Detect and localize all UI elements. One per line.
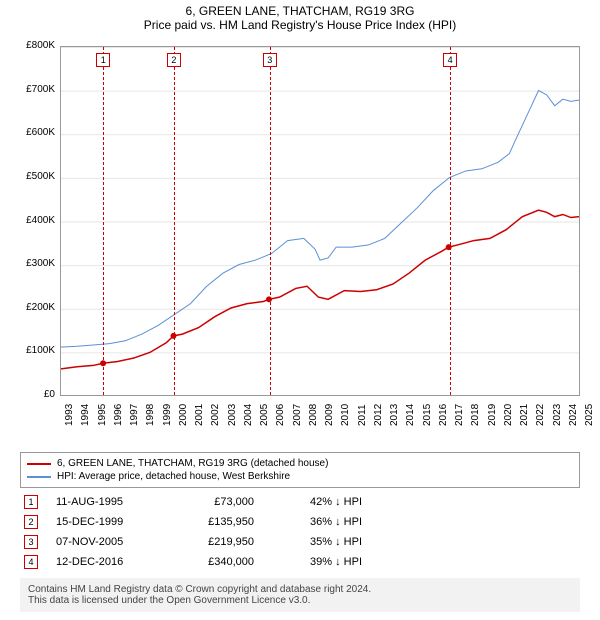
y-axis-label: £100K <box>13 345 55 356</box>
price-chart: £0£100K£200K£300K£400K£500K£600K£700K£80… <box>10 36 590 396</box>
legend-label: 6, GREEN LANE, THATCHAM, RG19 3RG (detac… <box>57 458 328 469</box>
x-axis-label: 2020 <box>503 404 514 426</box>
page-subtitle: Price paid vs. HM Land Registry's House … <box>0 18 600 36</box>
x-axis-label: 2012 <box>373 404 384 426</box>
x-axis-label: 1995 <box>97 404 108 426</box>
x-axis-label: 2007 <box>292 404 303 426</box>
x-axis-label: 2014 <box>405 404 416 426</box>
legend-item-property: 6, GREEN LANE, THATCHAM, RG19 3RG (detac… <box>27 457 573 470</box>
x-axis-label: 2015 <box>422 404 433 426</box>
event-row: 3 07-NOV-2005 £219,950 35% ↓ HPI <box>20 532 580 552</box>
event-date: 15-DEC-1999 <box>56 516 156 528</box>
x-axis-label: 2025 <box>584 404 595 426</box>
event-price: £135,950 <box>174 516 254 528</box>
event-pct: 36% ↓ HPI <box>272 516 362 528</box>
x-axis-label: 2013 <box>389 404 400 426</box>
event-marker-box: 2 <box>167 53 181 67</box>
attribution: Contains HM Land Registry data © Crown c… <box>20 578 580 612</box>
x-axis-label: 1997 <box>129 404 140 426</box>
events-table: 1 11-AUG-1995 £73,000 42% ↓ HPI 2 15-DEC-1999… <box>20 492 580 572</box>
x-axis-label: 2008 <box>308 404 319 426</box>
event-date: 11-AUG-1995 <box>56 496 156 508</box>
x-axis-label: 2004 <box>243 404 254 426</box>
y-axis-label: £800K <box>13 40 55 51</box>
event-marker-line <box>174 47 175 395</box>
event-price: £219,950 <box>174 536 254 548</box>
x-axis-label: 2017 <box>454 404 465 426</box>
event-number-box: 4 <box>24 555 38 569</box>
event-pct: 42% ↓ HPI <box>272 496 362 508</box>
event-price: £73,000 <box>174 496 254 508</box>
x-axis-label: 2003 <box>227 404 238 426</box>
event-number-box: 1 <box>24 495 38 509</box>
x-axis-label: 2024 <box>568 404 579 426</box>
x-axis-label: 2022 <box>535 404 546 426</box>
event-date: 12-DEC-2016 <box>56 556 156 568</box>
x-axis-label: 1999 <box>162 404 173 426</box>
attribution-line: This data is licensed under the Open Gov… <box>28 595 572 606</box>
x-axis-label: 2016 <box>438 404 449 426</box>
y-axis-label: £300K <box>13 258 55 269</box>
event-marker-box: 4 <box>443 53 457 67</box>
x-axis-label: 2019 <box>487 404 498 426</box>
event-marker-line <box>450 47 451 395</box>
event-date: 07-NOV-2005 <box>56 536 156 548</box>
x-axis-label: 2002 <box>210 404 221 426</box>
event-row: 4 12-DEC-2016 £340,000 39% ↓ HPI <box>20 552 580 572</box>
y-axis-label: £500K <box>13 171 55 182</box>
y-axis-label: £200K <box>13 302 55 313</box>
x-axis-label: 2006 <box>275 404 286 426</box>
x-axis-label: 2018 <box>470 404 481 426</box>
legend-swatch <box>27 476 51 478</box>
x-axis-label: 1996 <box>113 404 124 426</box>
x-axis-label: 2009 <box>324 404 335 426</box>
x-axis-label: 2010 <box>340 404 351 426</box>
legend-item-hpi: HPI: Average price, detached house, West… <box>27 470 573 483</box>
page-title: 6, GREEN LANE, THATCHAM, RG19 3RG <box>0 0 600 18</box>
event-row: 2 15-DEC-1999 £135,950 36% ↓ HPI <box>20 512 580 532</box>
x-axis-label: 2001 <box>194 404 205 426</box>
event-price: £340,000 <box>174 556 254 568</box>
x-axis-label: 2000 <box>178 404 189 426</box>
event-marker-box: 1 <box>96 53 110 67</box>
x-axis-label: 2011 <box>357 404 368 426</box>
event-marker-line <box>103 47 104 395</box>
event-pct: 35% ↓ HPI <box>272 536 362 548</box>
event-number-box: 2 <box>24 515 38 529</box>
series-hpi <box>61 91 579 348</box>
x-axis-label: 1998 <box>145 404 156 426</box>
x-axis-label: 1993 <box>64 404 75 426</box>
legend-swatch <box>27 463 51 465</box>
legend: 6, GREEN LANE, THATCHAM, RG19 3RG (detac… <box>20 452 580 488</box>
y-axis-label: £700K <box>13 84 55 95</box>
x-axis-label: 2021 <box>519 404 530 426</box>
x-axis-labels: 1993 1994 1995 1996 1997 1998 1999 2000 2001 2002… <box>10 396 590 446</box>
legend-label: HPI: Average price, detached house, West… <box>57 471 290 482</box>
x-axis-label: 1994 <box>80 404 91 426</box>
event-pct: 39% ↓ HPI <box>272 556 362 568</box>
x-axis-label: 2005 <box>259 404 270 426</box>
event-marker-line <box>270 47 271 395</box>
y-axis-label: £400K <box>13 215 55 226</box>
event-row: 1 11-AUG-1995 £73,000 42% ↓ HPI <box>20 492 580 512</box>
plot-area: 1 2 3 4 <box>60 46 580 396</box>
event-number-box: 3 <box>24 535 38 549</box>
series-property <box>61 210 579 369</box>
event-marker-box: 3 <box>263 53 277 67</box>
x-axis-label: 2023 <box>552 404 563 426</box>
attribution-line: Contains HM Land Registry data © Crown c… <box>28 584 572 595</box>
y-axis-label: £600K <box>13 127 55 138</box>
